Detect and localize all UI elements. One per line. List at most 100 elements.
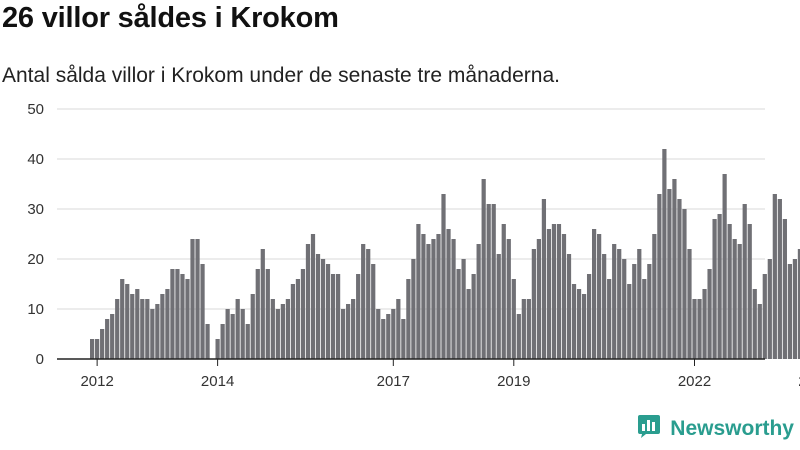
page-subtitle: Antal sålda villor i Krokom under de sen…	[2, 64, 560, 87]
bar	[757, 304, 762, 359]
bar	[782, 219, 787, 359]
bar	[200, 264, 205, 359]
bar	[110, 314, 115, 359]
bar	[115, 299, 120, 359]
bar	[431, 239, 436, 359]
bar	[607, 279, 612, 359]
bar	[561, 234, 567, 359]
bar	[230, 314, 235, 359]
bar	[320, 259, 326, 359]
bar	[787, 264, 792, 359]
bar	[496, 254, 501, 359]
bar	[95, 339, 100, 359]
y-tick-label: 30	[27, 201, 44, 218]
bar	[356, 274, 361, 359]
bar	[351, 299, 356, 359]
bar	[486, 204, 491, 359]
bar	[120, 279, 125, 359]
x-tick-label: 2019	[497, 373, 530, 390]
bar	[777, 199, 782, 359]
bar	[386, 314, 391, 359]
bar	[687, 249, 692, 359]
bar	[451, 239, 456, 359]
bar	[270, 299, 275, 359]
y-axis-ticks: 0 10 20 30 40 50	[27, 101, 44, 368]
bar	[501, 224, 506, 359]
bar	[526, 299, 531, 359]
bar	[531, 249, 536, 359]
bar	[165, 289, 170, 359]
bar	[541, 199, 547, 359]
bar	[305, 244, 311, 359]
y-tick-label: 20	[27, 251, 44, 268]
bar	[235, 299, 240, 359]
y-tick-label: 40	[27, 151, 44, 168]
bar	[100, 329, 105, 359]
bar	[310, 234, 316, 359]
bar	[346, 304, 351, 359]
bar	[245, 324, 250, 359]
bar	[376, 309, 381, 359]
bar	[677, 199, 682, 359]
bar	[566, 254, 572, 359]
bar	[506, 239, 511, 359]
bar	[416, 224, 421, 359]
y-tick-label: 50	[27, 101, 44, 118]
bars	[90, 149, 800, 359]
bar	[551, 224, 557, 359]
bar	[446, 229, 451, 359]
bar	[702, 289, 707, 359]
bar	[280, 304, 285, 359]
bar	[155, 304, 160, 359]
bar	[240, 309, 245, 359]
bar	[371, 264, 376, 359]
bar	[285, 299, 290, 359]
bar	[672, 179, 677, 359]
page-title: 26 villor såldes i Krokom	[2, 2, 339, 34]
bar	[341, 309, 346, 359]
bar	[150, 309, 155, 359]
bar	[752, 289, 757, 359]
bar	[290, 284, 296, 359]
x-axis-ticks: 2012 2014 2017 2019 2022 2024	[80, 359, 800, 390]
bar	[411, 259, 416, 359]
bar	[140, 299, 145, 359]
bar	[727, 224, 732, 359]
x-tick-label: 2017	[377, 373, 410, 390]
bar	[742, 204, 747, 359]
bar	[145, 299, 150, 359]
bar	[406, 279, 411, 359]
bar	[325, 264, 331, 359]
bar	[255, 269, 260, 359]
bar	[617, 249, 622, 359]
bar	[295, 279, 301, 359]
bar	[491, 204, 496, 359]
bar	[335, 274, 341, 359]
bar	[772, 194, 777, 359]
bar	[105, 319, 110, 359]
bar	[732, 239, 737, 359]
bar	[797, 249, 800, 359]
bar	[637, 249, 642, 359]
bar	[546, 229, 552, 359]
bar	[682, 209, 687, 359]
bar	[180, 274, 185, 359]
bar	[642, 279, 647, 359]
bar	[366, 249, 371, 359]
bar	[632, 264, 637, 359]
x-tick-label: 2022	[678, 373, 711, 390]
bar	[265, 269, 270, 359]
bar	[225, 309, 230, 359]
bar	[747, 224, 752, 359]
bar	[185, 279, 190, 359]
bar	[602, 254, 607, 359]
bar	[330, 274, 336, 359]
bar	[792, 259, 798, 359]
bar	[767, 259, 772, 359]
bar	[592, 229, 597, 359]
bar	[516, 314, 521, 359]
bar	[426, 244, 431, 359]
bar	[581, 294, 587, 359]
bar	[692, 299, 697, 359]
